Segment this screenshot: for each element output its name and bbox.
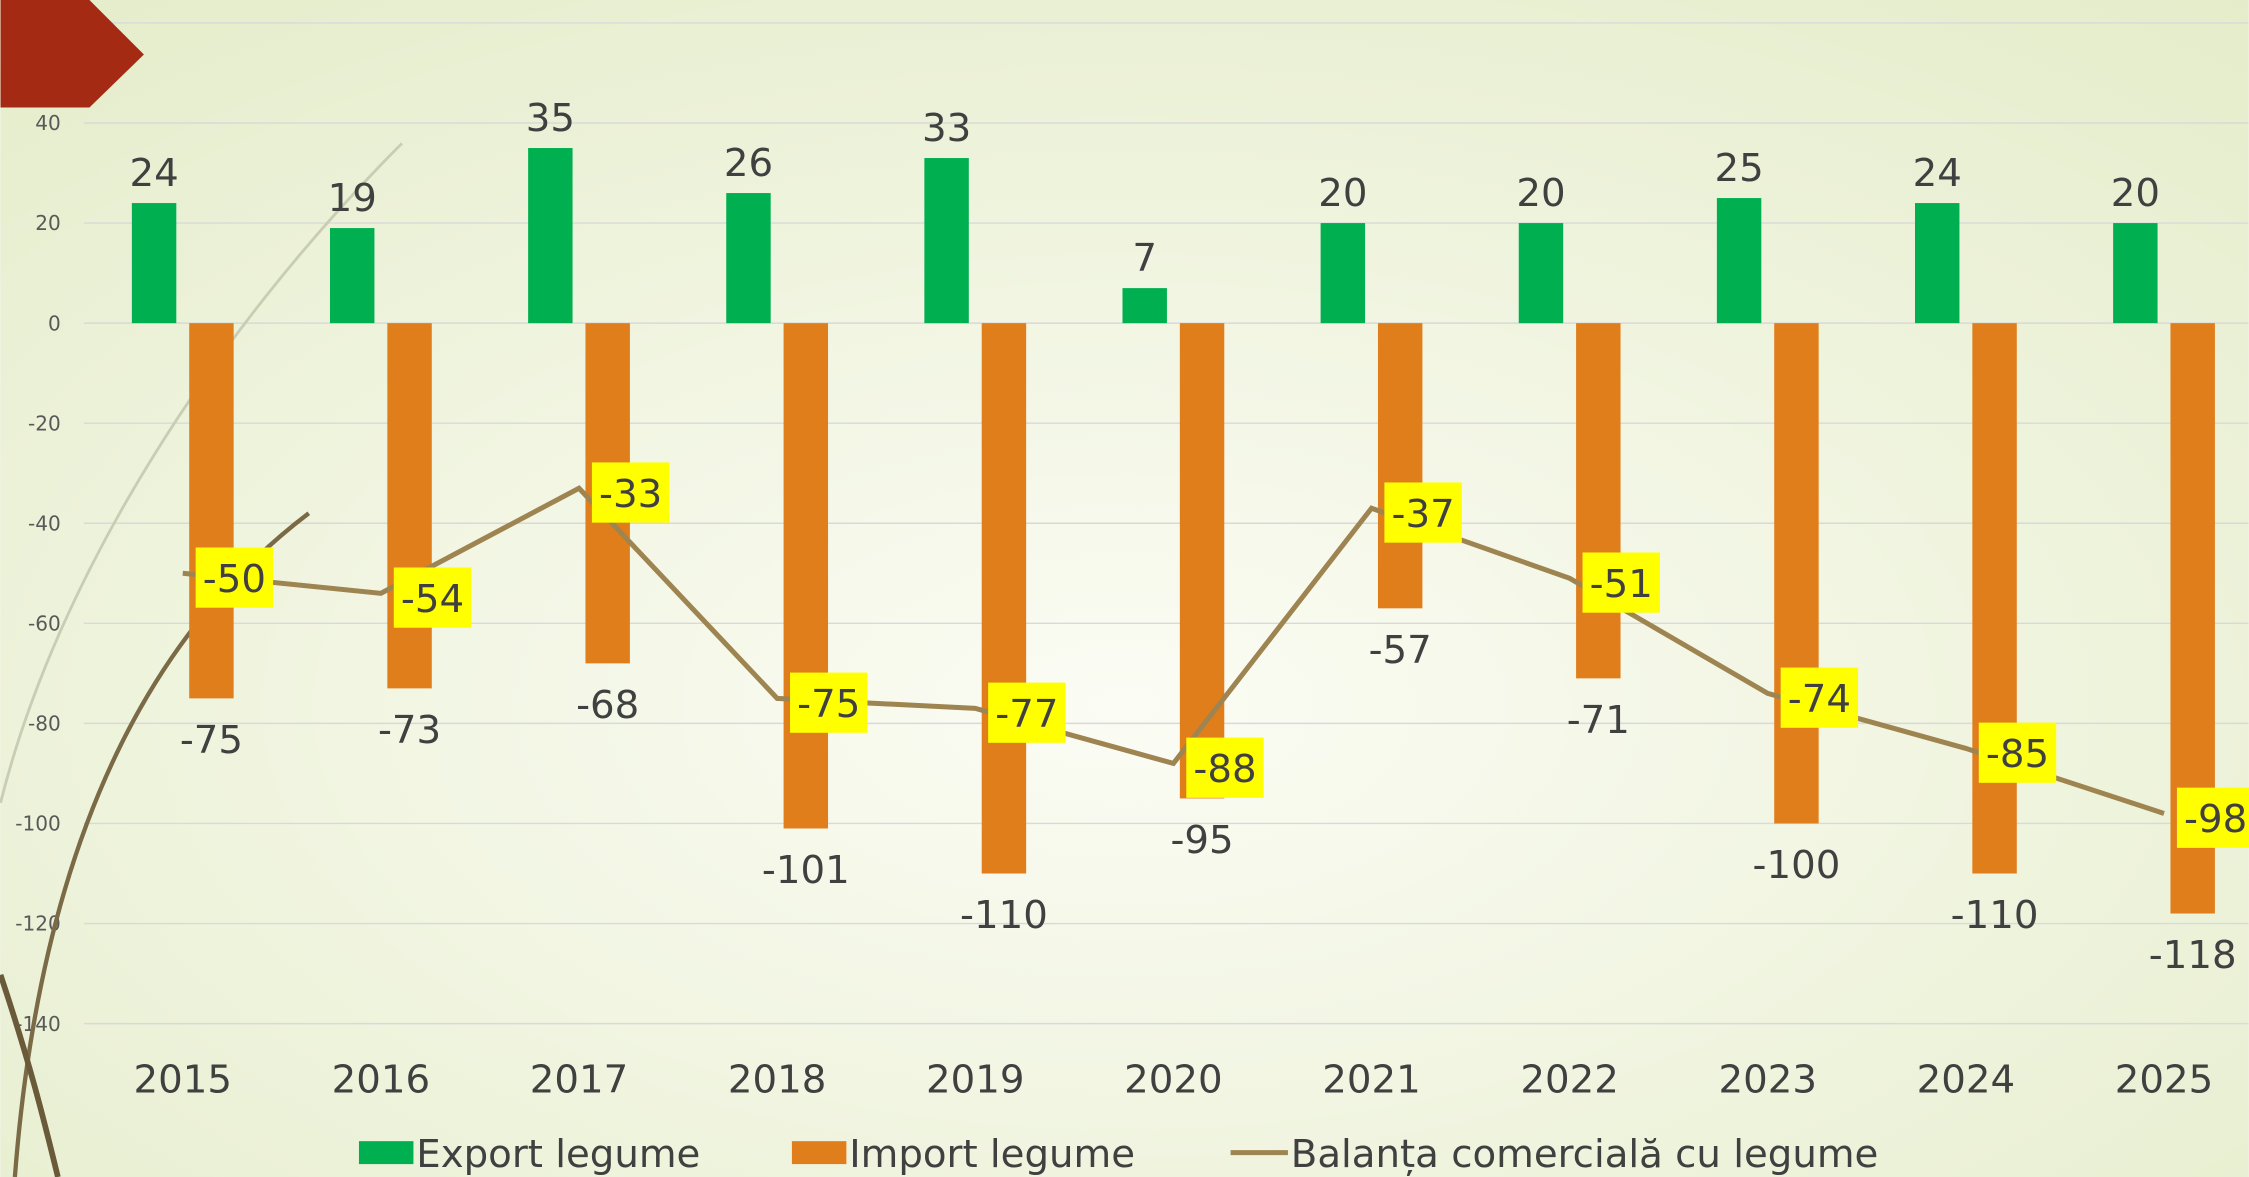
data-label: -57 bbox=[1369, 628, 1432, 673]
data-label: 7 bbox=[1132, 236, 1157, 281]
data-label: -95 bbox=[1170, 818, 1233, 863]
x-tick-label: 2017 bbox=[530, 1057, 628, 1102]
data-label: -98 bbox=[2184, 797, 2247, 842]
data-label: 35 bbox=[526, 96, 575, 141]
legend-swatch bbox=[359, 1141, 413, 1164]
y-tick-label: -80 bbox=[28, 712, 61, 736]
bar bbox=[1576, 323, 1620, 678]
y-tick-label: -20 bbox=[28, 411, 61, 435]
data-label: -77 bbox=[995, 692, 1058, 737]
data-label: 25 bbox=[1714, 146, 1763, 191]
y-tick-label: -140 bbox=[15, 1012, 61, 1036]
data-label: 24 bbox=[129, 151, 178, 196]
data-label: -37 bbox=[1392, 492, 1455, 537]
x-tick-label: 2018 bbox=[728, 1057, 826, 1102]
x-tick-label: 2019 bbox=[926, 1057, 1024, 1102]
data-label: -110 bbox=[960, 893, 1048, 938]
x-tick-label: 2020 bbox=[1124, 1057, 1222, 1102]
y-tick-label: -40 bbox=[28, 511, 61, 535]
bar bbox=[1122, 288, 1166, 323]
data-label: -101 bbox=[762, 848, 850, 893]
legend-label: Import legume bbox=[849, 1132, 1135, 1177]
data-label: -118 bbox=[2149, 933, 2237, 978]
x-tick-label: 2015 bbox=[134, 1057, 232, 1102]
bar bbox=[1915, 203, 1959, 323]
page: {"chart_data":{"type":"bar","categories"… bbox=[0, 0, 2249, 1177]
x-tick-label: 2023 bbox=[1719, 1057, 1817, 1102]
y-tick-label: 0 bbox=[48, 311, 61, 335]
data-label: -75 bbox=[180, 718, 243, 763]
bar bbox=[1717, 198, 1761, 323]
data-label: -68 bbox=[576, 683, 639, 728]
data-label: -71 bbox=[1567, 698, 1630, 743]
data-label: 26 bbox=[724, 141, 773, 186]
x-tick-label: 2021 bbox=[1322, 1057, 1420, 1102]
bar bbox=[330, 228, 374, 323]
data-label: -75 bbox=[797, 682, 860, 727]
data-label: 33 bbox=[922, 106, 971, 151]
bar bbox=[982, 323, 1026, 873]
bar bbox=[924, 158, 968, 323]
data-label: 24 bbox=[1913, 151, 1962, 196]
x-tick-label: 2022 bbox=[1520, 1057, 1618, 1102]
data-label: 20 bbox=[1318, 171, 1367, 216]
bar bbox=[784, 323, 828, 828]
y-tick-label: -60 bbox=[28, 612, 61, 636]
bar bbox=[2113, 223, 2157, 323]
data-label: -33 bbox=[599, 472, 662, 517]
x-tick-label: 2025 bbox=[2115, 1057, 2213, 1102]
x-tick-label: 2024 bbox=[1917, 1057, 2015, 1102]
legend-swatch bbox=[792, 1141, 846, 1164]
legend-label: Balanța comercială cu legume bbox=[1291, 1132, 1879, 1177]
bar bbox=[528, 148, 572, 323]
data-label: 19 bbox=[328, 176, 377, 221]
bar bbox=[1378, 323, 1422, 608]
data-label: 20 bbox=[2111, 171, 2160, 216]
data-label: -51 bbox=[1590, 562, 1653, 607]
data-label: -74 bbox=[1788, 677, 1851, 722]
legend: Export legume Import legume Balanța comerc… bbox=[359, 1132, 1878, 1177]
bar bbox=[726, 193, 770, 323]
bar bbox=[1972, 323, 2016, 873]
bar bbox=[189, 323, 233, 698]
bar bbox=[1321, 223, 1365, 323]
bar bbox=[387, 323, 431, 688]
data-label: -100 bbox=[1753, 843, 1841, 888]
data-label: -73 bbox=[378, 708, 441, 753]
data-label: -110 bbox=[1951, 893, 2039, 938]
x-tick-label: 2016 bbox=[332, 1057, 430, 1102]
bar bbox=[1519, 223, 1563, 323]
y-tick-label: 40 bbox=[35, 111, 61, 135]
data-label: -85 bbox=[1986, 732, 2049, 777]
legend-label: Export legume bbox=[416, 1132, 700, 1177]
chart: -140-120-100-80-60-40-200204060 20152016… bbox=[0, 0, 2249, 1177]
y-tick-label: -100 bbox=[15, 812, 61, 836]
bar bbox=[1774, 323, 1818, 823]
data-label: -88 bbox=[1193, 747, 1256, 792]
data-label: -54 bbox=[401, 577, 464, 622]
data-label: 20 bbox=[1516, 171, 1565, 216]
data-label: -50 bbox=[203, 557, 266, 602]
bar bbox=[132, 203, 176, 323]
y-tick-label: 20 bbox=[35, 211, 61, 235]
